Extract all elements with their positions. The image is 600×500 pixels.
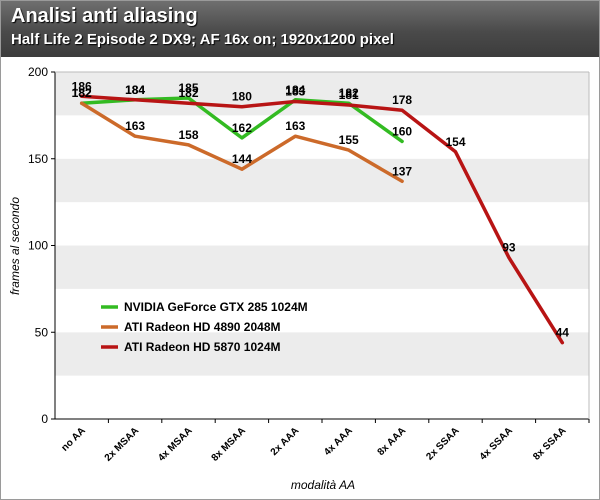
x-tick-label: 8x MSAA bbox=[210, 425, 248, 463]
x-tick-label: no AA bbox=[59, 425, 87, 453]
data-label: 186 bbox=[72, 79, 92, 93]
data-label: 158 bbox=[178, 128, 198, 142]
data-label: 182 bbox=[178, 86, 198, 100]
data-label: 182 bbox=[72, 86, 92, 100]
grid-band bbox=[55, 288, 589, 333]
legend: NVIDIA GeForce GTX 285 1024M ATI Radeon H… bbox=[101, 300, 308, 354]
data-label: 163 bbox=[285, 119, 305, 133]
grid-band bbox=[55, 245, 589, 289]
x-tick-label: 8x AAA bbox=[376, 425, 409, 458]
data-label: 155 bbox=[339, 133, 359, 147]
legend-label: NVIDIA GeForce GTX 285 1024M bbox=[124, 300, 308, 314]
data-label: 162 bbox=[232, 121, 252, 135]
data-label: 44 bbox=[556, 326, 570, 340]
grid-band bbox=[55, 202, 589, 246]
chart-header: Analisi anti aliasing Half Life 2 Episod… bbox=[1, 1, 599, 57]
series-lines bbox=[79, 94, 565, 345]
grid-band bbox=[55, 375, 589, 419]
data-label: 144 bbox=[232, 152, 252, 166]
data-labels: 182 184 185 162 184 182 160 182 163 158 144 163 155 1… bbox=[72, 79, 570, 339]
chart-subtitle: Half Life 2 Episode 2 DX9; AF 16x on; 19… bbox=[11, 31, 394, 48]
grid-band bbox=[55, 332, 589, 376]
data-label: 182 bbox=[339, 86, 359, 100]
data-label: 178 bbox=[392, 93, 412, 107]
y-ticks: 0 50 100 150 200 bbox=[28, 65, 55, 426]
x-tick-label: 4x MSAA bbox=[156, 425, 194, 463]
data-label: 180 bbox=[232, 90, 252, 104]
x-ticks: no AA 2x MSAA 4x MSAA 8x MSAA 2x AAA 4x AAA 8x… bbox=[59, 419, 590, 464]
data-label: 184 bbox=[285, 83, 305, 97]
data-label: 184 bbox=[125, 83, 145, 97]
data-label: 185 bbox=[178, 81, 198, 95]
data-label: 154 bbox=[445, 135, 465, 149]
data-label: 183 bbox=[285, 84, 305, 98]
data-label: 93 bbox=[502, 241, 516, 255]
y-tick-label: 200 bbox=[28, 65, 48, 79]
grid-bands bbox=[55, 72, 589, 419]
data-label: 160 bbox=[392, 124, 412, 138]
y-tick-label: 0 bbox=[41, 412, 48, 426]
x-tick-label: 2x SSAA bbox=[424, 425, 461, 462]
series-line bbox=[79, 101, 404, 184]
y-tick-label: 100 bbox=[28, 239, 48, 253]
data-label: 163 bbox=[125, 119, 145, 133]
y-tick-label: 150 bbox=[28, 152, 48, 166]
x-tick-label: 4x AAA bbox=[322, 425, 355, 458]
x-axis-label: modalità AA bbox=[291, 478, 355, 492]
data-label: 182 bbox=[72, 86, 92, 100]
x-tick-label: 2x MSAA bbox=[103, 425, 141, 463]
series-line bbox=[79, 94, 565, 345]
x-tick-label: 4x SSAA bbox=[478, 425, 515, 462]
y-tick-label: 50 bbox=[35, 325, 49, 339]
grid-band bbox=[55, 72, 589, 116]
data-label: 181 bbox=[339, 88, 359, 102]
data-label: 137 bbox=[392, 164, 412, 178]
data-label: 184 bbox=[125, 83, 145, 97]
legend-label: ATI Radeon HD 5870 1024M bbox=[124, 340, 281, 354]
y-axis-label: frames al secondo bbox=[8, 197, 22, 295]
x-tick-label: 8x SSAA bbox=[531, 425, 568, 462]
x-tick-label: 2x AAA bbox=[269, 425, 302, 458]
chart-title: Analisi anti aliasing bbox=[11, 5, 198, 27]
legend-label: ATI Radeon HD 4890 2048M bbox=[124, 320, 281, 334]
grid-band bbox=[55, 158, 589, 203]
